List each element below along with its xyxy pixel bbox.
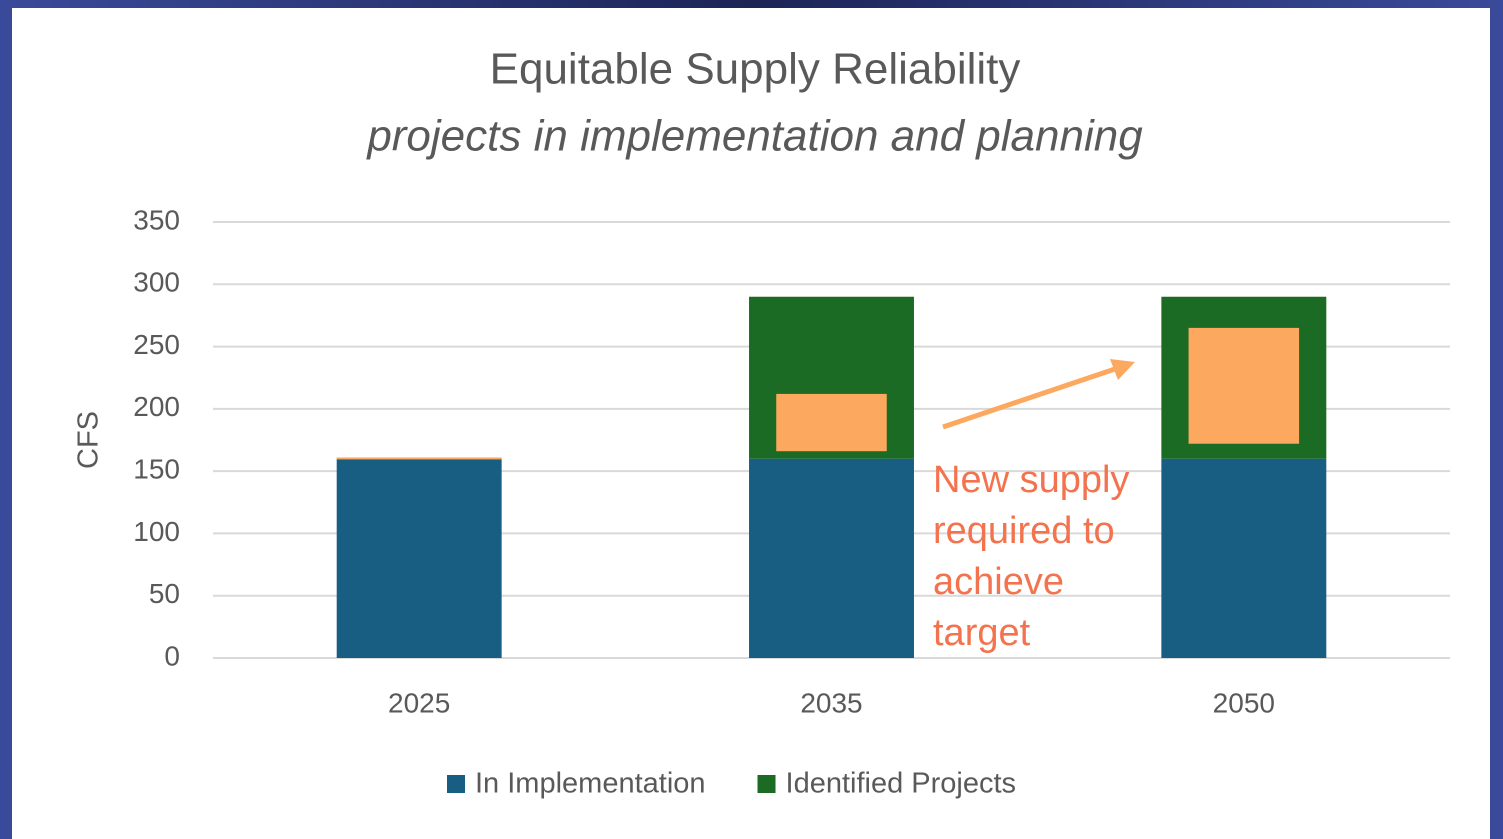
y-tick-label: 300 xyxy=(133,267,180,298)
bar-segment xyxy=(749,458,914,658)
annotation-text: achieve xyxy=(933,561,1064,603)
legend-label: In Implementation xyxy=(475,768,706,800)
bar-segment xyxy=(1161,458,1327,658)
annotation-arrowhead xyxy=(1110,359,1135,380)
y-tick-label: 50 xyxy=(149,578,180,609)
legend-swatch xyxy=(757,775,776,793)
y-tick-label: 250 xyxy=(133,329,180,360)
y-tick-label: 0 xyxy=(164,640,180,671)
annotation-text: New supply xyxy=(933,459,1129,501)
annotation-text: target xyxy=(933,612,1031,654)
y-tick-label: 350 xyxy=(133,204,180,235)
bar-segment xyxy=(336,458,502,658)
x-tick-label: 2035 xyxy=(800,687,862,718)
y-tick-label: 100 xyxy=(133,516,180,547)
legend-swatch xyxy=(447,775,465,793)
chart-subtitle: projects in implementation and planning xyxy=(365,112,1143,161)
annotation-arrow xyxy=(942,366,1116,430)
x-tick-label: 2025 xyxy=(388,687,450,718)
legend-label: Identified Projects xyxy=(786,768,1017,800)
range-box xyxy=(1188,327,1300,444)
x-tick-label: 2050 xyxy=(1213,687,1275,718)
range-box xyxy=(336,457,502,460)
y-axis-label: CFS xyxy=(73,411,105,469)
y-tick-label: 150 xyxy=(133,454,180,485)
chart-title: Equitable Supply Reliability xyxy=(490,45,1021,94)
annotation-text: required to xyxy=(933,510,1115,552)
y-tick-label: 200 xyxy=(133,391,180,422)
range-box xyxy=(776,393,887,452)
